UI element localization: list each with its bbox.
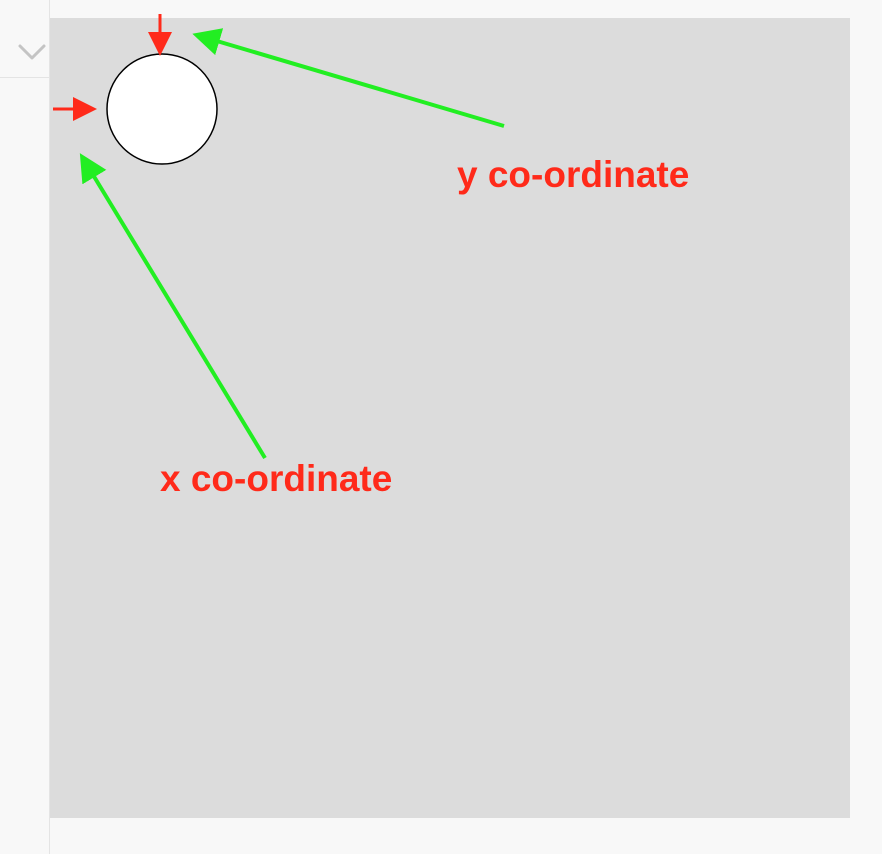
- sidebar-divider: [0, 77, 49, 78]
- sidebar: [0, 0, 50, 854]
- y-callout-arrow: [192, 28, 505, 128]
- circle-shape: [106, 53, 218, 165]
- x-callout-arrow: [79, 153, 267, 460]
- y-coordinate-label: y co-ordinate: [457, 154, 689, 195]
- x-coordinate-label: x co-ordinate: [160, 458, 392, 499]
- chevron-down-icon[interactable]: [14, 38, 50, 66]
